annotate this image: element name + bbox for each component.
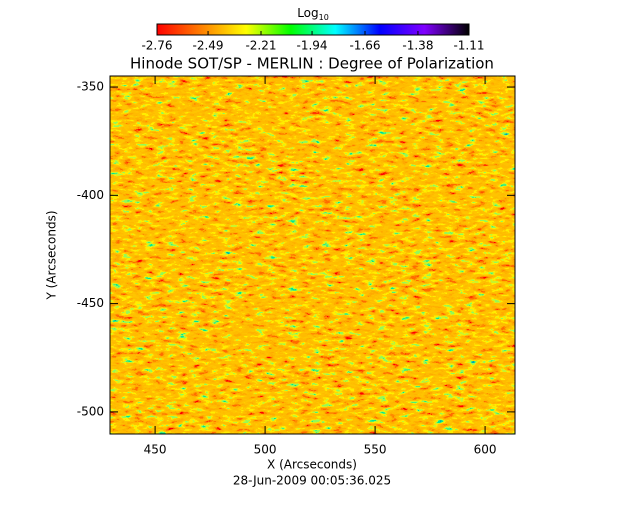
- chart-title: Hinode SOT/SP - MERLIN : Degree of Polar…: [130, 55, 494, 73]
- y-axis-label: Y (Arcseconds): [45, 210, 59, 300]
- colorbar-tick-label: -2.49: [193, 39, 224, 53]
- y-tick-label: -500: [77, 404, 104, 418]
- colorbar-tick-label: -1.66: [349, 39, 380, 53]
- y-tick-label: -400: [77, 188, 104, 202]
- plot-frame: [109, 75, 516, 435]
- footer: 28-Jun-2009 00:05:36.025: [233, 474, 391, 488]
- colorbar-label-base: Log: [297, 6, 318, 20]
- colorbar: [156, 23, 470, 36]
- colorbar-tick-label: -1.94: [297, 39, 328, 53]
- colorbar-label: Log10: [297, 6, 329, 22]
- colorbar-tick-label: -1.11: [453, 39, 484, 53]
- x-tick-label: 500: [254, 443, 277, 457]
- x-tick-label: 550: [364, 443, 387, 457]
- colorbar-tick-label: -2.21: [245, 39, 276, 53]
- colorbar-label-sub: 10: [319, 13, 329, 22]
- x-tick-label: 450: [144, 443, 167, 457]
- y-tick-label: -350: [77, 80, 104, 94]
- colorbar-tick-label: -2.76: [141, 39, 172, 53]
- x-axis-label: X (Arcseconds): [267, 458, 357, 472]
- colorbar-tick-label: -1.38: [402, 39, 433, 53]
- y-tick-label: -450: [77, 296, 104, 310]
- polarization-image: [110, 76, 515, 434]
- x-tick-label: 600: [474, 443, 497, 457]
